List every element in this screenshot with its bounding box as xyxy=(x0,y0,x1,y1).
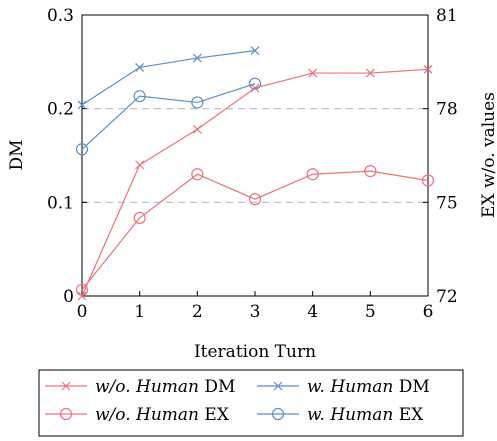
data-point xyxy=(364,165,377,178)
data-point xyxy=(423,64,433,74)
legend-marker xyxy=(273,381,283,391)
data-point xyxy=(135,63,145,72)
y-tick-label-left: 0.3 xyxy=(47,6,74,26)
series-line xyxy=(81,68,429,297)
series-line xyxy=(81,170,429,291)
series-3 xyxy=(75,77,262,156)
data-point xyxy=(77,291,87,301)
x-axis-title: Iteration Turn xyxy=(194,342,316,362)
plot-frame xyxy=(81,14,429,297)
legend-label: w. Human DM xyxy=(307,377,430,397)
y-axis-title-right: EX w/o. values xyxy=(479,92,497,218)
data-point xyxy=(250,46,260,56)
data-point xyxy=(77,100,87,110)
axis-ticks: 0 1 2 3 4 5 6 0 0.1 0.2 0.3 72 75 78 81 xyxy=(47,6,458,322)
legend-box xyxy=(38,369,464,437)
data-point xyxy=(133,211,146,225)
legend-label: w. Human EX xyxy=(307,405,424,425)
data-point xyxy=(133,90,146,103)
legend: w/o. Human DM w. Human DM w/o. Human EX w. … xyxy=(38,369,464,437)
data-point xyxy=(75,143,89,156)
data-point xyxy=(248,193,262,206)
y-tick-label-left: 0.1 xyxy=(47,193,74,213)
series-1 xyxy=(77,46,260,110)
grid-lines xyxy=(82,108,428,203)
x-tick-label: 4 xyxy=(307,302,318,322)
x-tick-label: 3 xyxy=(250,302,261,322)
data-point xyxy=(306,168,319,181)
x-tick-label: 0 xyxy=(77,302,88,322)
data-point xyxy=(135,160,145,170)
y-tick-label-right: 75 xyxy=(436,193,458,213)
series-0 xyxy=(77,64,433,301)
x-tick-label: 1 xyxy=(134,302,145,322)
legend-item: w. Human DM xyxy=(257,377,430,397)
legend-item: w/o. Human EX xyxy=(45,405,230,425)
legend-label: w/o. Human EX xyxy=(95,405,230,425)
legend-marker xyxy=(271,407,285,421)
data-point xyxy=(365,68,375,78)
data-point xyxy=(192,53,202,63)
series-2 xyxy=(75,165,435,296)
data-point xyxy=(250,83,260,93)
y-tick-label-right: 72 xyxy=(436,287,458,307)
data-point xyxy=(308,68,318,78)
legend-item: w/o. Human DM xyxy=(45,377,235,397)
x-tick-label: 6 xyxy=(423,302,434,322)
y-axis-title-left: DM xyxy=(7,139,27,170)
series-line xyxy=(81,83,256,150)
data-point xyxy=(421,174,435,187)
x-tick-label: 5 xyxy=(365,302,376,322)
legend-marker xyxy=(59,407,73,421)
y-tick-label-right: 81 xyxy=(436,6,458,26)
data-point xyxy=(191,168,204,181)
y-tick-label-right: 78 xyxy=(436,100,458,120)
series-layer xyxy=(75,46,435,301)
legend-marker xyxy=(61,381,71,391)
data-point xyxy=(75,283,89,296)
data-point xyxy=(192,124,202,134)
x-tick-label: 2 xyxy=(192,302,203,322)
data-point xyxy=(191,96,204,109)
series-line xyxy=(81,49,256,106)
data-point xyxy=(248,77,262,90)
legend-item: w. Human EX xyxy=(257,405,424,425)
y-tick-label-left: 0.2 xyxy=(47,100,74,120)
y-tick-label-left: 0 xyxy=(63,287,74,307)
legend-label: w/o. Human DM xyxy=(95,377,235,397)
